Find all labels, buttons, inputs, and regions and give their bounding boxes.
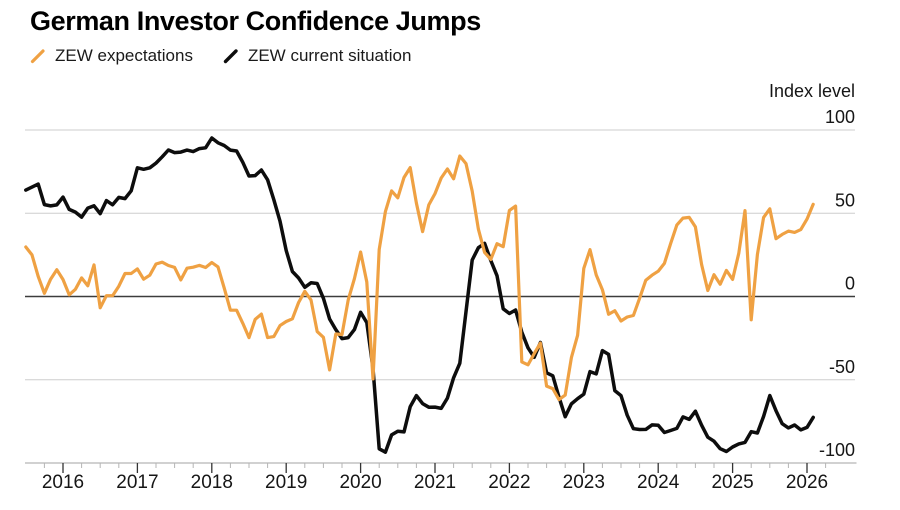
legend: ZEW expectations ZEW current situation <box>30 46 481 66</box>
x-tick-label: 2016 <box>42 472 84 493</box>
legend-label-current-situation: ZEW current situation <box>247 46 412 66</box>
x-tick-label: 2019 <box>265 472 307 493</box>
y-tick-label: -100 <box>819 440 855 460</box>
x-tick-label: 2025 <box>711 472 753 493</box>
legend-item-current-situation: ZEW current situation <box>223 46 411 66</box>
y-tick-label: 100 <box>825 107 855 127</box>
orange-slash-icon <box>30 49 45 64</box>
legend-item-expectations: ZEW expectations <box>30 46 193 66</box>
x-tick-label: 2024 <box>637 472 680 493</box>
x-tick-label: 2026 <box>786 472 828 493</box>
x-axis <box>25 462 857 473</box>
x-tick-label: 2021 <box>414 472 456 493</box>
x-tick-label: 2017 <box>116 472 158 493</box>
y-tick-labels: Index level 100 50 0 -50 -100 <box>769 81 855 460</box>
y-tick-label: 0 <box>845 274 855 294</box>
x-tick-label: 2022 <box>488 472 530 493</box>
x-tick-labels: 2016 2017 2018 2019 2020 2021 2022 2023 2024 2025… <box>42 472 828 493</box>
x-tick-label: 2020 <box>339 472 381 493</box>
current-situation-line <box>24 136 815 454</box>
x-tick-label: 2018 <box>191 472 233 493</box>
legend-label-expectations: ZEW expectations <box>55 46 193 66</box>
series-lines <box>24 136 815 454</box>
x-tick-label: 2023 <box>563 472 605 493</box>
gridlines <box>25 129 855 381</box>
y-axis-unit-label: Index level <box>769 81 855 101</box>
expectations-line <box>24 154 815 402</box>
chart-header: German Investor Confidence Jumps ZEW exp… <box>30 6 481 66</box>
page-title: German Investor Confidence Jumps <box>30 6 481 36</box>
y-tick-label: -50 <box>829 357 855 377</box>
y-tick-label: 50 <box>835 190 855 210</box>
black-slash-icon <box>223 49 238 64</box>
